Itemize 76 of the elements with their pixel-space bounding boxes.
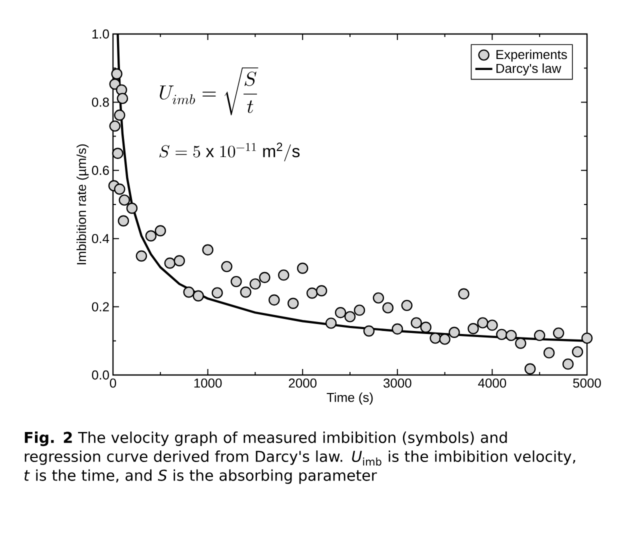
point bbox=[439, 334, 450, 345]
point bbox=[297, 262, 308, 274]
y-tick-label: 0.6 bbox=[92, 166, 109, 175]
annotation: $S = 5\ \mathrm{x}\ 10^{-11}\ \mathrm{m^{2}/s}$ bbox=[159, 142, 300, 162]
legend-label: Darcy's law bbox=[496, 63, 562, 76]
point bbox=[112, 148, 124, 159]
x-tick-label: 4000 bbox=[478, 378, 506, 388]
point bbox=[506, 330, 517, 342]
point bbox=[114, 110, 126, 121]
point bbox=[174, 255, 185, 266]
y-tick-label: 0.2 bbox=[92, 302, 109, 312]
point bbox=[316, 285, 328, 296]
x-tick-label: 3000 bbox=[384, 378, 412, 388]
point bbox=[401, 300, 412, 312]
point bbox=[372, 292, 384, 304]
point bbox=[543, 347, 555, 358]
point bbox=[334, 306, 346, 318]
point bbox=[109, 120, 120, 132]
point bbox=[572, 346, 584, 358]
point bbox=[126, 202, 138, 214]
point bbox=[410, 317, 422, 328]
point bbox=[136, 250, 148, 262]
point bbox=[116, 92, 128, 104]
point bbox=[221, 260, 232, 272]
point bbox=[118, 215, 130, 226]
point bbox=[114, 184, 126, 195]
point bbox=[496, 328, 508, 340]
point bbox=[325, 318, 337, 329]
point bbox=[278, 269, 290, 281]
point bbox=[344, 311, 356, 322]
point bbox=[288, 298, 299, 309]
point bbox=[183, 286, 194, 298]
point bbox=[164, 258, 176, 269]
point bbox=[240, 286, 252, 298]
point bbox=[524, 363, 536, 374]
point bbox=[268, 294, 280, 306]
point bbox=[111, 68, 122, 80]
point bbox=[363, 325, 375, 337]
point bbox=[430, 332, 441, 344]
text: Fig. 2 The velocity graph of measured imbibition (symbols) and regression curve derived from Darcy's law. U$_{imb}$ is the imbibition velocity, t is the time, and S is the absorbing parameter bbox=[24, 432, 576, 484]
point bbox=[448, 326, 460, 338]
x-tick-label: 1000 bbox=[194, 378, 222, 388]
x-axis-title: Time (s) bbox=[326, 392, 373, 405]
point bbox=[230, 276, 242, 288]
point bbox=[392, 323, 403, 335]
point bbox=[154, 225, 166, 236]
y-tick-label: 0.4 bbox=[92, 234, 110, 244]
point bbox=[259, 272, 270, 284]
point bbox=[192, 290, 204, 302]
point bbox=[420, 322, 432, 333]
point bbox=[552, 327, 564, 339]
point bbox=[458, 288, 470, 300]
point bbox=[145, 230, 157, 242]
point bbox=[212, 287, 223, 298]
point bbox=[202, 244, 214, 256]
x-tick-label: 5000 bbox=[573, 378, 601, 388]
y-tick-label: 0.8 bbox=[92, 98, 109, 107]
y-tick-label: 1.0 bbox=[92, 29, 109, 39]
point bbox=[581, 332, 593, 344]
point bbox=[477, 317, 488, 328]
x-tick-label: 0 bbox=[110, 378, 116, 388]
legend-label: Experiments bbox=[496, 50, 567, 62]
point bbox=[486, 320, 498, 331]
point bbox=[562, 358, 574, 370]
annotation: $U_{imb} = \sqrt{\dfrac{S}{t}}$ bbox=[160, 67, 258, 116]
y-tick-label: 0.0 bbox=[92, 370, 109, 380]
point bbox=[534, 330, 546, 342]
point bbox=[382, 302, 394, 314]
x-tick-label: 2000 bbox=[288, 378, 317, 388]
point bbox=[250, 278, 261, 290]
point bbox=[515, 338, 526, 349]
point bbox=[468, 323, 479, 334]
point bbox=[306, 288, 318, 299]
point bbox=[118, 194, 130, 206]
y-axis-title: Imbibition rate (µm/s) bbox=[76, 144, 89, 264]
point bbox=[354, 304, 366, 316]
